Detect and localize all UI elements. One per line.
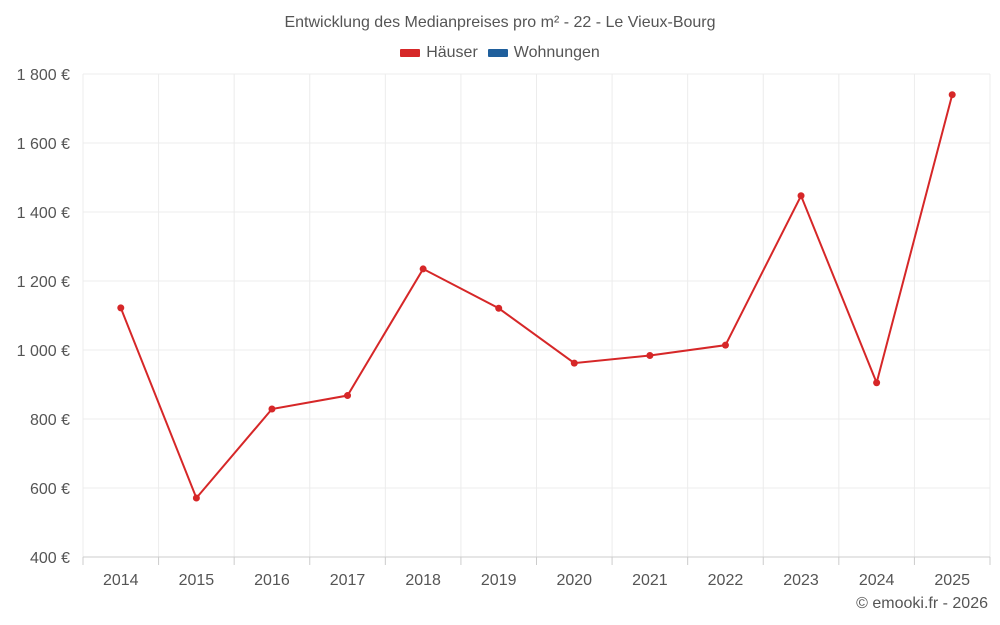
data-point <box>344 392 352 400</box>
x-tick-label: 2025 <box>934 572 970 589</box>
data-point <box>117 304 125 312</box>
legend-label-wohnungen: Wohnungen <box>513 44 600 61</box>
data-point <box>268 405 276 413</box>
series-line-haeuser <box>119 94 954 500</box>
y-tick-label: 1 600 € <box>17 136 70 153</box>
x-tick-label: 2020 <box>556 572 592 589</box>
y-tick-label: 1 400 € <box>17 205 70 222</box>
y-tick-label: 1 000 € <box>17 343 70 360</box>
data-point <box>495 304 503 312</box>
x-tick-label: 2021 <box>632 572 668 589</box>
chart-title: Entwicklung des Medianpreises pro m² - 2… <box>284 14 716 31</box>
legend-swatch-wohnungen <box>487 49 508 57</box>
x-tick-label: 2022 <box>708 572 744 589</box>
y-tick-label: 1 800 € <box>17 67 70 84</box>
x-tick-label: 2014 <box>103 572 139 589</box>
data-point <box>948 91 956 99</box>
legend-item-wohnungen[interactable]: Wohnungen <box>487 44 600 62</box>
legend: Häuser Wohnungen <box>0 44 1000 62</box>
x-tick-label: 2015 <box>179 572 215 589</box>
y-tick-label: 600 € <box>30 481 70 498</box>
data-point <box>192 494 200 502</box>
x-tick-label: 2017 <box>330 572 366 589</box>
data-point <box>797 192 805 200</box>
x-tick-label: 2019 <box>481 572 517 589</box>
legend-swatch-haeuser <box>400 49 421 57</box>
data-point <box>721 341 729 349</box>
legend-label-haeuser: Häuser <box>426 44 478 61</box>
x-tick-label: 2016 <box>254 572 290 589</box>
y-tick-label: 1 200 € <box>17 274 70 291</box>
x-tick-label: 2024 <box>859 572 895 589</box>
data-point <box>646 352 654 360</box>
y-tick-label: 800 € <box>30 412 70 429</box>
credit-text: © emooki.fr - 2026 <box>856 595 988 612</box>
data-point <box>873 379 881 387</box>
y-tick-label: 400 € <box>30 550 70 567</box>
data-point <box>419 265 427 273</box>
legend-item-haeuser[interactable]: Häuser <box>400 44 478 62</box>
x-tick-label: 2018 <box>405 572 441 589</box>
data-point <box>570 359 578 367</box>
x-tick-label: 2023 <box>783 572 819 589</box>
